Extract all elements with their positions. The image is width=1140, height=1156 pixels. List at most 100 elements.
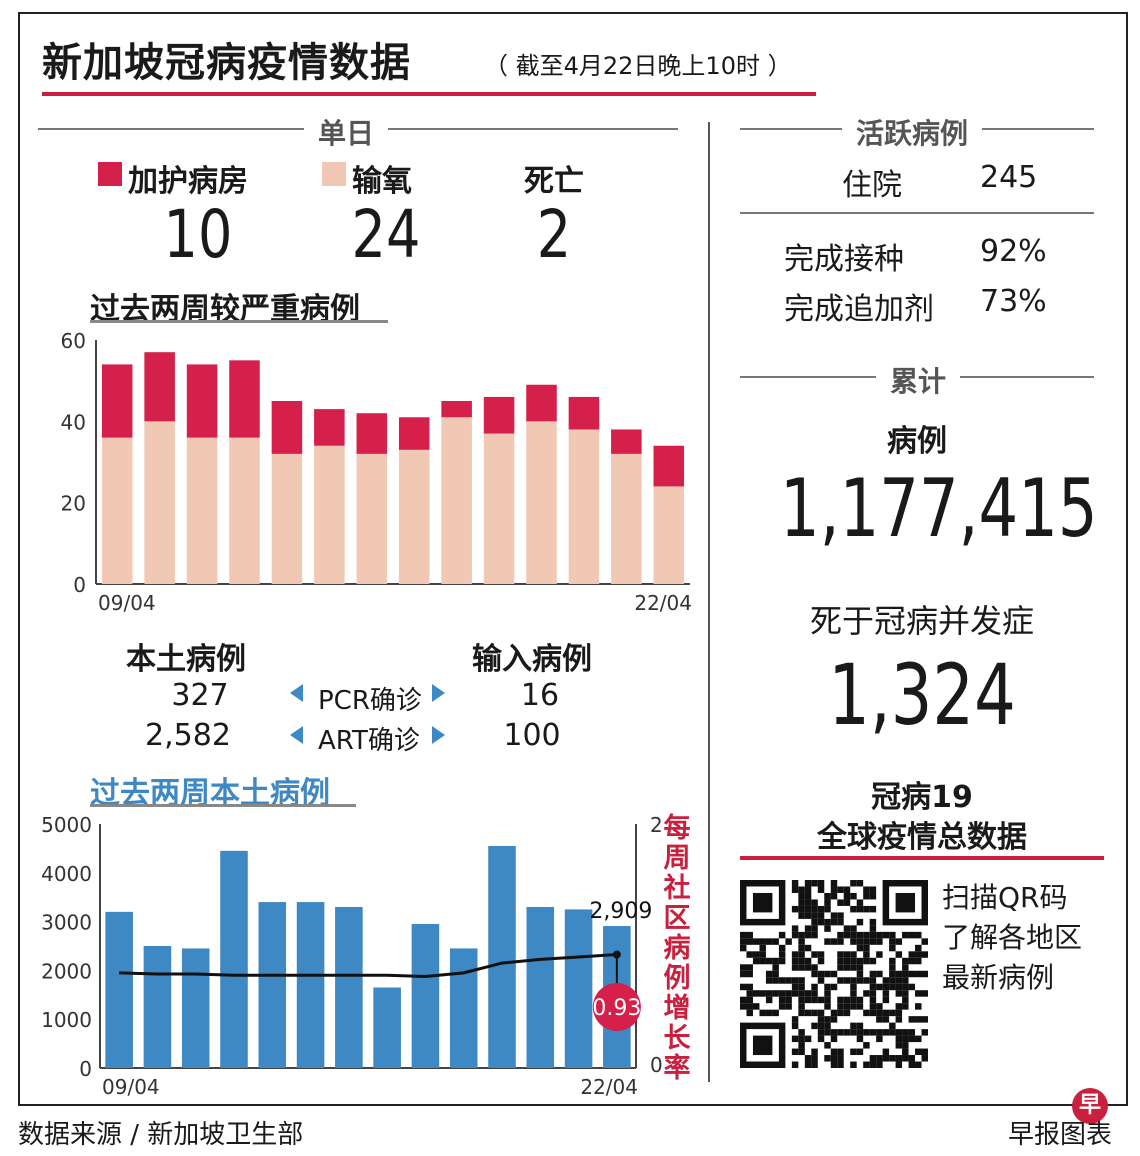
qr-module <box>889 1022 896 1030</box>
qr-module <box>889 970 896 978</box>
qr-module <box>908 957 916 965</box>
qr-module <box>759 957 766 965</box>
qr-module <box>785 938 792 945</box>
oxygen-value: 24 <box>351 196 421 273</box>
qr-module <box>837 964 844 971</box>
qr-module <box>889 944 896 952</box>
qr-module <box>869 977 877 984</box>
qr-module <box>869 918 877 926</box>
qr-module <box>817 1009 825 1017</box>
qr-module <box>850 892 857 900</box>
qr-module <box>850 1003 857 1010</box>
qr-module <box>902 970 909 978</box>
qr-module <box>759 944 766 952</box>
qr-code[interactable] <box>740 880 928 1068</box>
qr-module <box>817 880 825 887</box>
qr-module <box>791 964 799 971</box>
qr-module <box>804 931 812 939</box>
qr-module <box>811 905 818 913</box>
right-tick-label: 0 <box>650 1053 663 1077</box>
qr-module <box>824 1016 831 1023</box>
qr-module <box>837 951 844 958</box>
bar-icu <box>611 429 642 454</box>
qr-module <box>850 957 857 965</box>
qr-module <box>908 931 916 939</box>
qr-module <box>915 1061 922 1068</box>
local-cases-chart: 0 1000 2000 3000 4000 5000 2 0 0.93 2,909 09/04 22/… <box>41 813 663 1099</box>
qr-module <box>882 996 890 1004</box>
qr-module <box>908 951 916 958</box>
qr-module <box>837 977 844 984</box>
qr-module <box>889 983 896 991</box>
global-underline <box>740 856 1104 860</box>
qr-module <box>817 1035 825 1043</box>
qr-module <box>798 1009 805 1017</box>
qr-module <box>908 1035 916 1043</box>
qr-module <box>811 880 818 887</box>
qr-module <box>798 944 805 952</box>
qr-module <box>752 957 760 965</box>
qr-module <box>837 1048 844 1056</box>
qr-module <box>746 938 753 945</box>
qr-module <box>746 1009 753 1017</box>
qr-module <box>804 899 812 906</box>
qr-module <box>850 1029 857 1036</box>
qr-module <box>856 970 864 978</box>
qr-module <box>902 964 909 971</box>
growth-rate-line <box>119 953 617 979</box>
qr-module <box>895 990 903 997</box>
x-tick-label: 22/04 <box>580 1075 638 1099</box>
qr-module <box>811 983 818 991</box>
y-tick-label: 1000 <box>41 1008 92 1032</box>
severe-chart-title-underline <box>90 320 388 323</box>
qr-module <box>817 912 825 919</box>
qr-module <box>791 880 799 887</box>
qr-module <box>889 964 896 971</box>
qr-module <box>882 977 890 984</box>
qr-module <box>902 957 909 965</box>
qr-module <box>798 1029 805 1036</box>
qr-module <box>843 931 851 939</box>
qr-module <box>765 938 773 945</box>
bar-oxygen <box>229 437 260 584</box>
qr-module <box>798 1048 805 1056</box>
qr-module <box>882 983 890 991</box>
qr-module <box>921 1016 928 1023</box>
qr-module <box>804 1061 812 1068</box>
qr-module <box>830 1009 838 1017</box>
icu-legend-swatch <box>98 162 122 186</box>
qr-module <box>863 977 870 984</box>
qr-module <box>915 951 922 958</box>
global-title-line1: 冠病19 <box>871 780 973 815</box>
qr-module <box>791 925 799 932</box>
qr-module <box>752 938 760 945</box>
qr-module <box>856 938 864 945</box>
qr-module <box>772 990 779 997</box>
bar-icu <box>568 396 600 430</box>
qr-module <box>811 970 818 978</box>
qr-module <box>824 990 831 997</box>
qr-module <box>791 931 799 939</box>
qr-module <box>791 1048 799 1056</box>
qr-module <box>843 925 851 932</box>
qr-module <box>915 1003 922 1010</box>
bar-local-cases <box>105 911 133 1068</box>
qr-module <box>869 996 877 1004</box>
qr-module <box>804 944 812 952</box>
qr-module <box>791 905 799 913</box>
qr-module <box>889 1029 896 1036</box>
qr-module <box>759 951 766 958</box>
qr-module <box>804 912 812 919</box>
right-tick-label: 2 <box>650 813 663 837</box>
qr-module <box>856 996 864 1004</box>
qr-module <box>837 918 844 926</box>
qr-module <box>895 1003 903 1010</box>
qr-module <box>837 1003 844 1010</box>
qr-module <box>889 931 896 939</box>
qr-module <box>804 880 812 887</box>
qr-module <box>791 983 799 991</box>
arrow-right-icon <box>432 726 445 744</box>
qr-module <box>759 1009 766 1017</box>
qr-module <box>837 899 844 906</box>
qr-module <box>863 957 870 965</box>
